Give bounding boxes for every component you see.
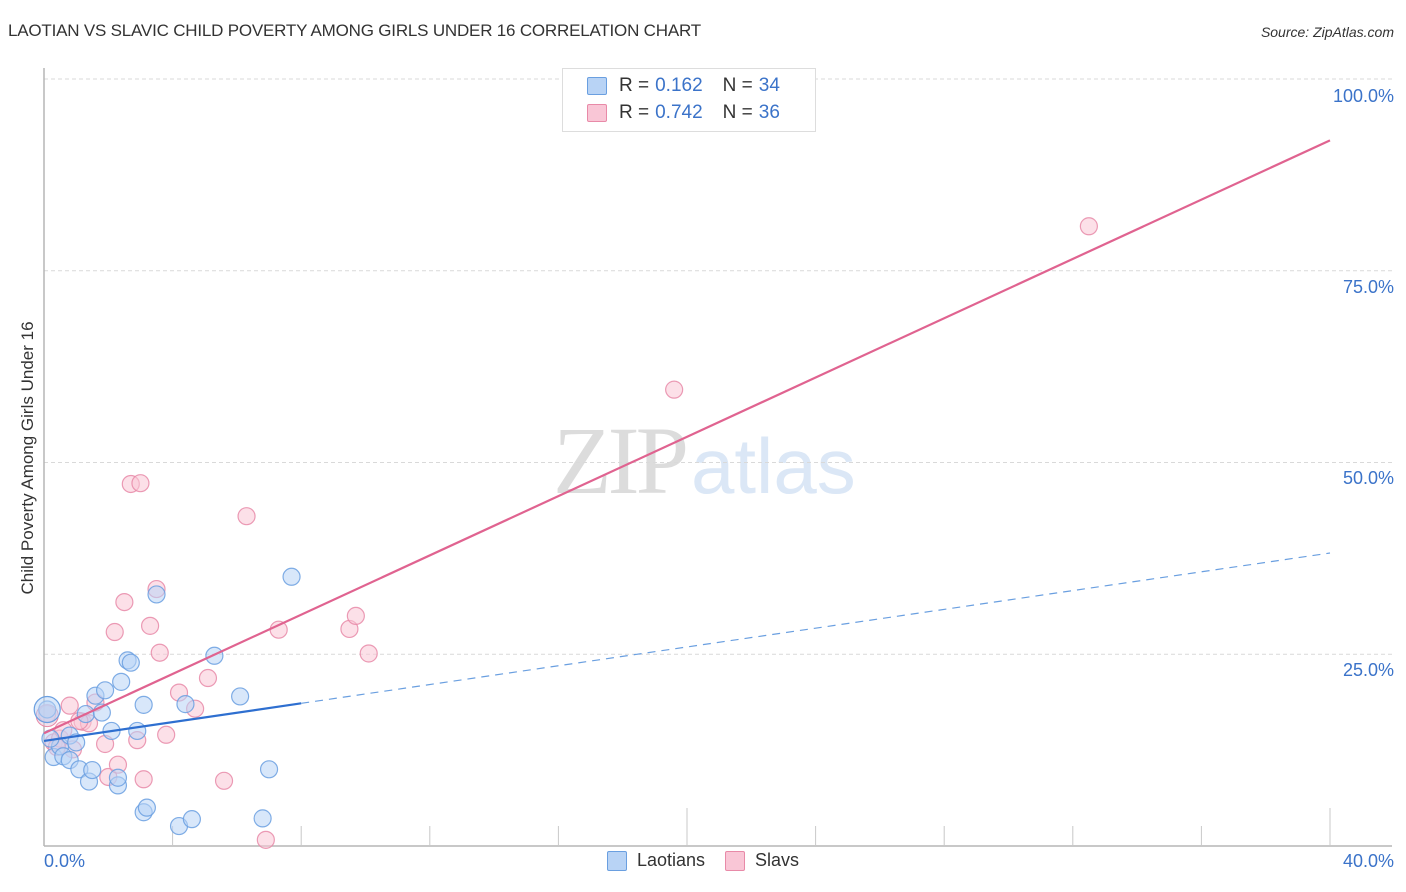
data-point (134, 695, 153, 714)
n-value: 36 (758, 102, 780, 123)
data-point (105, 622, 124, 642)
x-tick-0: 0.0% (44, 851, 86, 871)
data-point (359, 644, 378, 663)
x-tick-40: 40.0% (1342, 851, 1394, 871)
data-point (121, 653, 140, 672)
data-point (128, 721, 147, 741)
data-point (346, 606, 365, 626)
data-point (140, 616, 160, 635)
laotians-swatch (587, 77, 607, 95)
laotians-trend-line (43, 702, 302, 743)
data-point (282, 567, 301, 586)
data-point (182, 810, 201, 829)
legend-row-laotians: R = 0.162 N = 34 (587, 73, 780, 99)
laotians-points (33, 567, 301, 836)
r-label: R = (619, 75, 650, 96)
data-point (157, 725, 176, 744)
y-tick-50: 50.0% (1342, 468, 1394, 488)
correlation-legend: R = 0.162 N = 34 R = 0.742 N = 36 (562, 68, 816, 132)
data-point (131, 474, 150, 493)
data-point (259, 760, 279, 779)
r-label: R = (619, 102, 650, 123)
trend-lines (43, 139, 1331, 743)
data-point (147, 585, 166, 604)
y-tick-75: 75.0% (1342, 277, 1394, 297)
data-point (231, 687, 250, 706)
axes (43, 68, 1392, 847)
y-tick-100: 100.0% (1332, 86, 1394, 106)
data-point (665, 380, 684, 399)
slavs-points (35, 217, 1098, 849)
legend-label: Slavs (755, 850, 800, 870)
data-point (67, 733, 86, 752)
legend-item-laotians[interactable]: Laotians (606, 850, 706, 871)
legend-label: Laotians (636, 850, 706, 870)
n-value: 34 (758, 75, 780, 96)
data-point (83, 760, 102, 780)
legend-item-slavs[interactable]: Slavs (725, 850, 799, 871)
source-credit: Source: ZipAtlas.com (1260, 24, 1394, 40)
laotians-trend-extension (301, 552, 1331, 704)
data-point (150, 643, 169, 662)
data-point (95, 681, 115, 700)
laotians-swatch (606, 850, 627, 871)
data-point (256, 830, 275, 849)
series-legend: Laotians Slavs (0, 850, 1406, 871)
chart-title: LAOTIAN VS SLAVIC CHILD POVERTY AMONG GI… (8, 21, 701, 40)
y-tick-25: 25.0% (1342, 660, 1394, 680)
slavs-swatch (725, 850, 746, 871)
r-value: 0.162 (655, 75, 703, 96)
data-point (253, 809, 272, 828)
r-value: 0.742 (655, 102, 703, 123)
data-point (237, 507, 256, 526)
n-label: N = (722, 102, 753, 123)
data-point (108, 768, 128, 787)
data-point (1079, 217, 1098, 236)
data-point (112, 672, 131, 691)
legend-row-slavs: R = 0.742 N = 36 (587, 100, 780, 126)
data-point (214, 771, 234, 790)
data-point (198, 668, 218, 688)
data-point (60, 696, 79, 715)
gridlines (44, 78, 1392, 655)
data-point (137, 798, 156, 817)
data-point (269, 620, 288, 639)
slavs-trend-line (43, 139, 1331, 735)
slavs-swatch (587, 104, 607, 122)
data-point (115, 592, 134, 612)
y-axis-label: Child Poverty Among Girls Under 16 (18, 321, 37, 595)
n-label: N = (722, 75, 753, 96)
data-point (134, 770, 153, 789)
data-point (176, 695, 195, 714)
